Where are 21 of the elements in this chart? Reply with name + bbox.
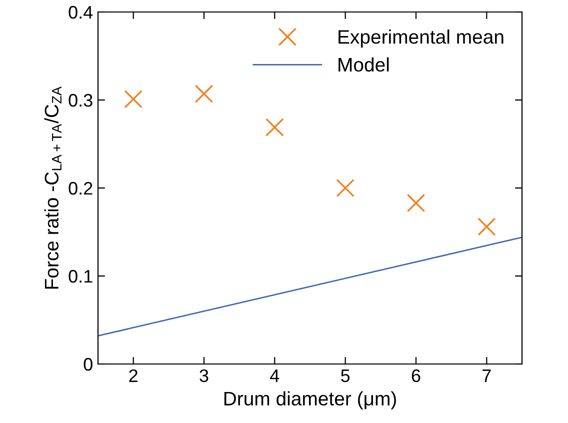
point <box>194 84 214 104</box>
x-axis-title: Drum diameter (μm) <box>224 391 396 410</box>
point <box>124 90 142 108</box>
point <box>406 194 426 212</box>
y-tick-label: 0.4 <box>68 6 93 19</box>
x-tick-label: 3 <box>200 369 208 382</box>
point <box>336 178 354 198</box>
x-tick-label: 6 <box>412 369 420 382</box>
y-tick-label: 0.3 <box>68 94 92 107</box>
y-axis-title: Force ratio -C$_{LA+TA}$/C$_{ZA}$ <box>44 86 62 289</box>
legend-label: Experimental mean <box>338 30 504 48</box>
point <box>478 218 496 236</box>
x-tick-label: 5 <box>341 370 350 382</box>
y-tick-label: 0.1 <box>68 270 92 283</box>
point <box>266 118 284 136</box>
y-tick-label: 0.2 <box>68 182 92 195</box>
x-tick-label: 2 <box>129 369 138 382</box>
x-tick-label: 4 <box>270 370 280 382</box>
x-tick-label: 7 <box>482 370 491 382</box>
legend-label: Model <box>338 57 389 72</box>
y-tick-label: 0 <box>84 358 92 371</box>
